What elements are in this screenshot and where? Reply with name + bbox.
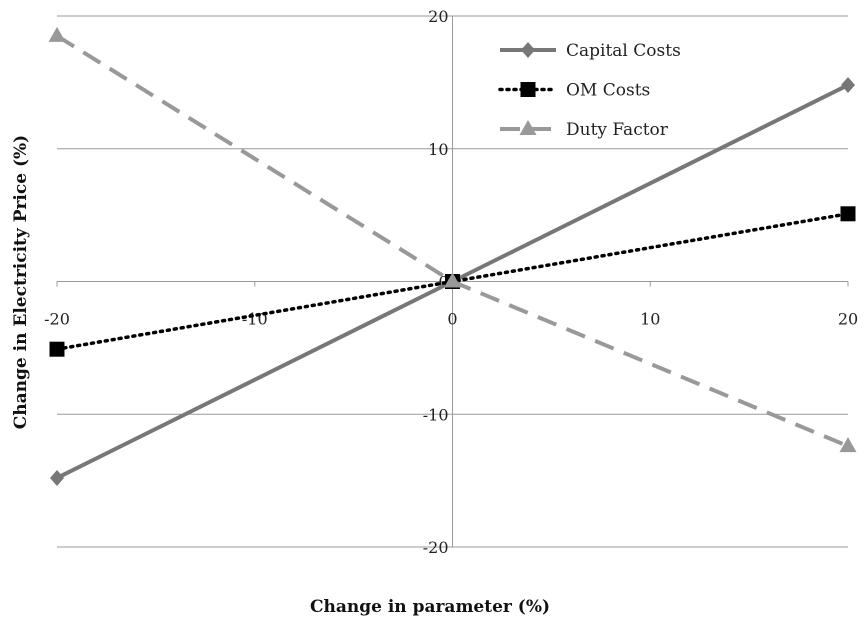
x-tick-label: -10 [242,310,268,329]
data-point [50,469,64,486]
x-axis-title: Change in parameter (%) [310,597,550,617]
x-tick-label: 0 [447,310,457,329]
legend-swatch-marker [519,120,537,135]
y-tick-label: -20 [423,538,449,557]
series-layer [48,26,857,486]
legend-label: Capital Costs [566,41,681,61]
y-tick-label: 10 [428,140,448,159]
data-point [840,206,856,222]
legend-item: OM Costs [498,81,650,101]
legend-swatch-marker [520,82,536,97]
data-point [48,26,66,42]
data-point [839,437,857,453]
legend-label: Duty Factor [566,120,669,140]
y-axis-title: Change in Electricity Price (%) [11,135,31,429]
x-tick-label: 20 [838,310,858,329]
legend: Capital Costs OM Costs Duty Factor [498,41,681,140]
data-point [841,77,855,94]
y-tick-label: 20 [428,7,448,26]
data-point [444,272,461,288]
x-tick-label: 10 [640,310,660,329]
legend-label: OM Costs [566,81,650,101]
series-duty-factor [48,26,857,453]
y-tick-label: -10 [423,405,449,424]
legend-item: Duty Factor [500,120,669,140]
legend-swatch-marker [521,42,535,58]
x-tick-label: -20 [44,310,70,329]
legend-item: Capital Costs [500,41,681,61]
data-point [49,341,65,357]
